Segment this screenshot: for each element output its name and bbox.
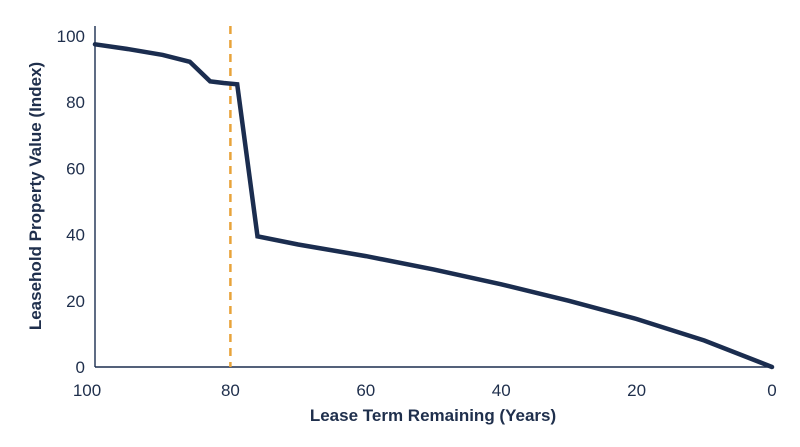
y-tick-label: 100 [57,27,85,46]
x-tick-label: 60 [356,381,375,400]
x-tick-label: 40 [492,381,511,400]
y-tick-label: 80 [66,93,85,112]
y-tick-labels: 0 20 40 60 80 100 [57,27,85,377]
x-tick-label: 20 [627,381,646,400]
y-tick-label: 40 [66,226,85,245]
y-tick-label: 0 [76,358,85,377]
x-tick-label: 100 [73,381,101,400]
x-tick-labels: 100 80 60 40 20 0 [73,381,777,400]
y-axis-title: Leasehold Property Value (Index) [26,62,45,330]
x-tick-label: 0 [767,381,776,400]
x-tick-label: 80 [221,381,240,400]
y-tick-label: 20 [66,292,85,311]
axes [94,26,772,368]
x-axis-title: Lease Term Remaining (Years) [310,406,556,425]
series-line [92,42,775,370]
y-tick-label: 60 [66,159,85,178]
